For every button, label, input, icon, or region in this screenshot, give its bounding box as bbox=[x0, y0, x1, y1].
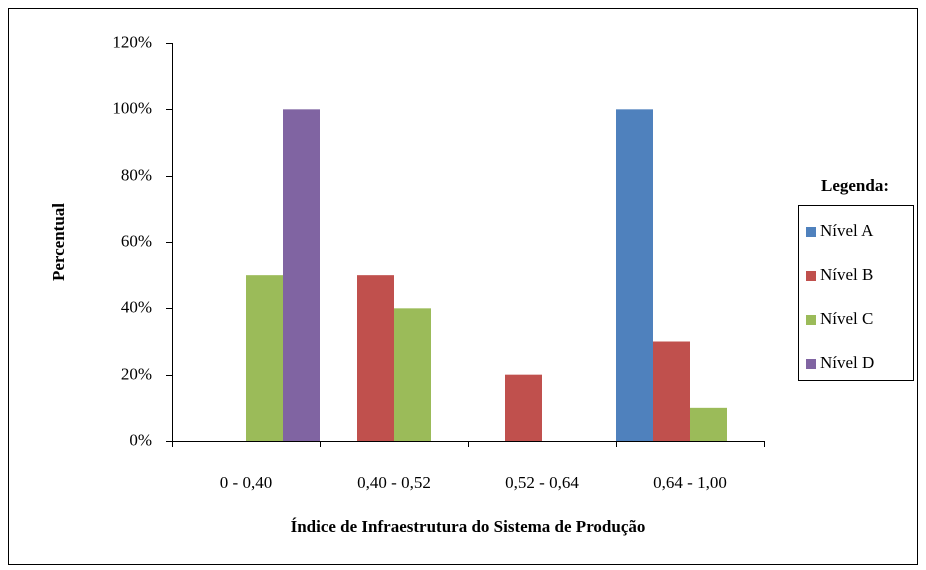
legend-title: Legenda: bbox=[821, 176, 889, 195]
bar bbox=[357, 275, 394, 441]
legend-label: Nível B bbox=[820, 265, 873, 284]
bar bbox=[283, 109, 320, 441]
legend-label: Nível A bbox=[820, 221, 874, 240]
y-tick-label: 0% bbox=[129, 430, 152, 449]
y-tick-label: 40% bbox=[121, 297, 152, 316]
legend-box bbox=[798, 205, 914, 381]
legend-label: Nível D bbox=[820, 353, 874, 372]
y-tick-label: 120% bbox=[112, 32, 152, 51]
bar bbox=[505, 374, 542, 441]
bar bbox=[616, 109, 653, 441]
chart-border bbox=[8, 8, 918, 565]
y-axis-title: Percentual bbox=[49, 203, 68, 281]
x-tick-label: 0,64 - 1,00 bbox=[653, 473, 727, 492]
legend-swatch bbox=[806, 359, 816, 369]
x-tick-label: 0,52 - 0,64 bbox=[505, 473, 579, 492]
legend-swatch bbox=[806, 315, 816, 325]
bar bbox=[690, 407, 727, 441]
legend-swatch bbox=[806, 227, 816, 237]
y-tick-label: 100% bbox=[112, 98, 152, 117]
bar bbox=[653, 341, 690, 441]
y-tick-label: 60% bbox=[121, 231, 152, 250]
x-axis-title: Índice de Infraestrutura do Sistema de P… bbox=[291, 517, 646, 536]
x-tick-label: 0,40 - 0,52 bbox=[357, 473, 431, 492]
bar bbox=[394, 308, 431, 441]
bar bbox=[246, 275, 283, 441]
y-tick-label: 20% bbox=[121, 364, 152, 383]
x-tick-label: 0 - 0,40 bbox=[220, 473, 272, 492]
legend-swatch bbox=[806, 271, 816, 281]
legend-label: Nível C bbox=[820, 309, 873, 328]
y-tick-label: 80% bbox=[121, 165, 152, 184]
